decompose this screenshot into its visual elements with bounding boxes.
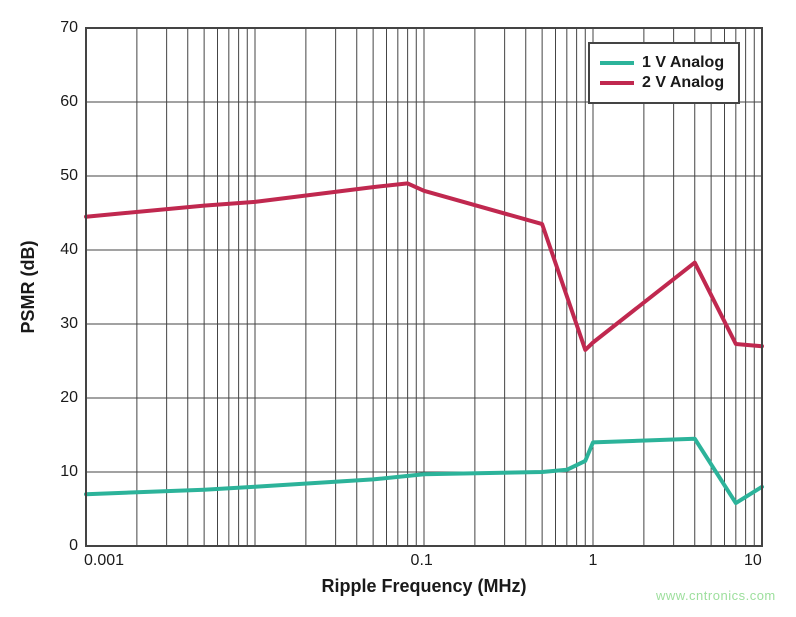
- legend-label: 1 V Analog: [642, 54, 724, 72]
- x-tick-label: 1: [589, 552, 598, 570]
- y-tick-label: 60: [60, 93, 78, 111]
- x-tick-label: 10: [744, 552, 762, 570]
- legend-swatch: [600, 81, 634, 85]
- y-tick-label: 50: [60, 167, 78, 185]
- y-tick-label: 70: [60, 19, 78, 37]
- y-axis-label: PSMR (dB): [18, 28, 39, 546]
- y-tick-label: 40: [60, 241, 78, 259]
- watermark: www.cntronics.com: [656, 588, 776, 603]
- y-tick-label: 10: [60, 463, 78, 481]
- y-tick-label: 20: [60, 389, 78, 407]
- legend-item: 1 V Analog: [600, 54, 724, 72]
- legend-item: 2 V Analog: [600, 74, 724, 92]
- y-tick-label: 30: [60, 315, 78, 333]
- x-tick-label: 0.1: [411, 552, 433, 570]
- x-tick-label: 0.001: [84, 552, 124, 570]
- legend: 1 V Analog 2 V Analog: [588, 42, 740, 104]
- legend-label: 2 V Analog: [642, 74, 724, 92]
- legend-swatch: [600, 61, 634, 65]
- y-tick-label: 0: [69, 537, 78, 555]
